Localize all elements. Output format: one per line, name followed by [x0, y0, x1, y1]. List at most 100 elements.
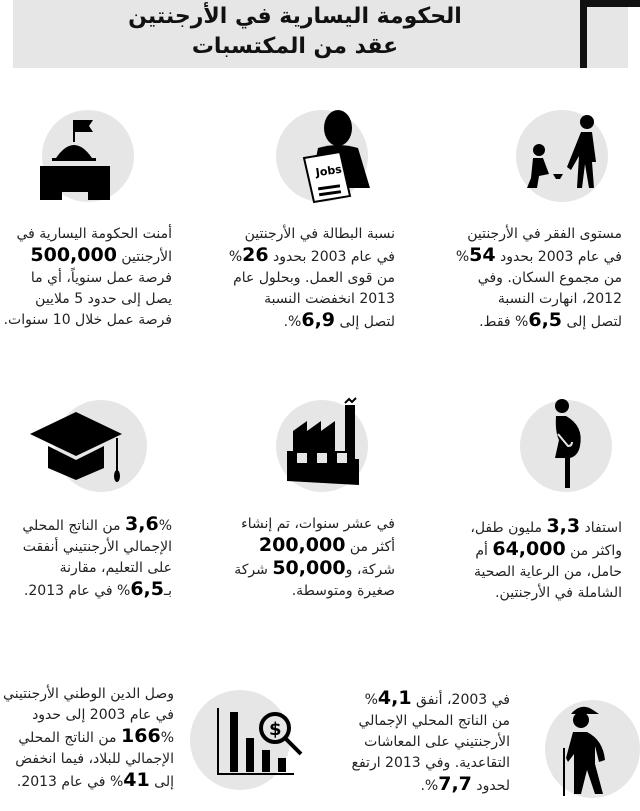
text-line: في 2003، أنفق 4,1%	[360, 688, 510, 711]
highlight-number: 41	[123, 769, 150, 791]
text-line: استفاد 3,3 مليون طفل،	[470, 516, 622, 539]
text-line: في عام 2003 بحدود 26%	[229, 244, 395, 268]
text-segment: واكثر من	[565, 543, 622, 559]
text-segment: مليون طفل،	[470, 520, 547, 536]
healthcare-text: استفاد 3,3 مليون طفل، واكثر من 64,000 أم ح…	[470, 516, 622, 604]
text-segment: لتصل إلى	[335, 314, 395, 330]
text-segment: أم	[475, 543, 493, 559]
text-segment: في عام 2003 إلى حدود	[32, 707, 174, 723]
header-banner	[13, 0, 628, 68]
text-segment: في 2003، أنفق	[411, 692, 510, 708]
text-line: من مجموع السكان. وفي	[472, 268, 622, 289]
unemployment-text: نسبة البطالة في الأرجنتين في عام 2003 بحد…	[229, 224, 395, 333]
text-line: في عشر سنوات، تم إنشاء	[241, 514, 395, 535]
text-segment: % من الناتج المحلي	[22, 518, 172, 534]
highlight-number: 6,5	[528, 309, 563, 331]
highlight-number: 64,000	[492, 538, 566, 560]
text-line: أمنت الحكومة اليسارية في	[12, 224, 172, 245]
text-segment: % من الناتج المحلي	[18, 730, 174, 746]
text-line: الشاملة في الأرجنتين.	[472, 583, 622, 604]
text-line: على التعليم، مقارنة	[12, 558, 172, 579]
text-segment: % فقط.	[479, 314, 529, 330]
highlight-number: 200,000	[258, 534, 346, 556]
government-building-icon	[40, 120, 110, 200]
poverty-text: مستوى الفقر في الأرجنتين في عام 2003 بحدو…	[456, 224, 622, 333]
svg-text:$: $	[269, 719, 282, 740]
text-segment: الأرجنتيني على المعاشات	[364, 734, 510, 750]
text-segment: 2013 انخفضت النسبة	[264, 291, 395, 307]
highlight-number: 500,000	[30, 244, 117, 266]
text-line: التقاعدية. وفي 2013 ارتفع	[352, 753, 510, 774]
text-segment: %	[455, 249, 470, 265]
text-line: حامل، من الرعاية الصحية	[472, 562, 622, 583]
text-line: بـ6,5% في عام 2013.	[12, 579, 172, 602]
text-segment: فرصة عمل خلال 10 سنوات.	[3, 312, 172, 328]
text-segment: في عشر سنوات، تم إنشاء	[241, 516, 395, 532]
text-line: لتصل إلى 6,9%.	[245, 310, 395, 333]
text-line: أكثر من 200,000	[245, 535, 395, 558]
text-segment: % في عام 2013.	[23, 583, 131, 599]
text-line: الأرجنتين 500,000	[12, 245, 172, 268]
text-segment: 2012، انهارت النسبة	[497, 291, 622, 307]
text-segment: من الناتج المحلي الإجمالي	[358, 713, 511, 729]
text-segment: حامل، من الرعاية الصحية	[473, 564, 622, 580]
text-line: واكثر من 64,000 أم	[472, 539, 622, 562]
text-segment: صغيرة ومتوسطة.	[291, 583, 395, 599]
companies-text: في عشر سنوات، تم إنشاء أكثر من 200,000 شرك…	[234, 514, 395, 602]
text-line: 166% من الناتج المحلي	[4, 726, 174, 749]
text-segment: استفاد	[580, 520, 622, 536]
text-line: إلى 41% في عام 2013.	[4, 770, 174, 793]
page-subtitle: عقد من المكتسبات	[191, 34, 399, 59]
text-line: 2012، انهارت النسبة	[472, 289, 622, 310]
text-line: من قوى العمل. وبحلول عام	[233, 268, 395, 289]
highlight-number: 166	[121, 725, 161, 747]
text-line: صغيرة ومتوسطة.	[245, 581, 395, 602]
text-line: فرصة عمل سنوياً، أي ما	[12, 268, 172, 289]
text-line: لتصل إلى 6,5% فقط.	[472, 310, 622, 333]
jobs-created-text: أمنت الحكومة اليسارية في الأرجنتين 500,00…	[4, 224, 172, 331]
text-segment: أكثر من	[345, 539, 395, 555]
text-segment: شركة، و	[345, 562, 395, 578]
text-segment: لتصل إلى	[562, 314, 622, 330]
text-segment: فرصة عمل سنوياً، أي ما	[30, 270, 172, 286]
text-segment: الأرجنتين	[116, 249, 172, 265]
jobs-newspaper-icon: Jobs	[302, 110, 370, 204]
text-line: يصل إلى حدود 5 ملايين	[12, 289, 172, 310]
text-segment: من قوى العمل. وبحلول عام	[233, 270, 395, 286]
text-segment: الإجمالي للبلاد، فيما انخفض	[15, 751, 174, 767]
text-segment: لحدود	[471, 778, 510, 794]
text-segment: نسبة البطالة في الأرجنتين	[244, 226, 395, 242]
debt-text: وصل الدين الوطني الأرجنتيني في عام 2003 إ…	[3, 684, 174, 793]
text-line: وصل الدين الوطني الأرجنتيني	[3, 684, 174, 705]
text-line: نسبة البطالة في الأرجنتين	[245, 224, 395, 245]
highlight-number: 6,9	[301, 309, 336, 331]
text-line: شركة، و50,000 شركة	[234, 557, 395, 581]
poverty-icon	[527, 115, 596, 188]
text-segment: إلى	[149, 774, 174, 790]
text-segment: أمنت الحكومة اليسارية في	[16, 226, 172, 242]
text-segment: %.	[283, 314, 302, 330]
text-segment: وصل الدين الوطني الأرجنتيني	[3, 686, 174, 702]
page-title: الحكومة اليسارية في الأرجنتين	[128, 4, 462, 29]
education-text: 3,6% من الناتج المحلي الإجمالي الأرجنتيني…	[12, 514, 172, 602]
text-segment: في عام 2003 بحدود	[495, 249, 622, 265]
text-line: 2013 انخفضت النسبة	[245, 289, 395, 310]
text-segment: مستوى الفقر في الأرجنتين	[467, 226, 622, 242]
text-segment: في عام 2003 بحدود	[268, 249, 395, 265]
text-segment: يصل إلى حدود 5 ملايين	[35, 291, 172, 307]
highlight-number: 26	[242, 244, 269, 266]
text-segment: التقاعدية. وفي 2013 ارتفع	[351, 755, 510, 771]
graduation-cap-icon	[30, 412, 122, 482]
debt-chart-icon: $	[217, 708, 303, 775]
text-line: الإجمالي للبلاد، فيما انخفض	[4, 749, 174, 770]
text-segment: %	[364, 692, 378, 708]
text-line: الإجمالي الأرجنتيني أنفقت	[12, 537, 172, 558]
highlight-number: 6,5	[130, 578, 164, 600]
text-segment: الإجمالي الأرجنتيني أنفقت	[22, 539, 172, 555]
text-line: مستوى الفقر في الأرجنتين	[467, 224, 622, 245]
text-segment: بـ	[164, 583, 172, 599]
text-segment: على التعليم، مقارنة	[59, 560, 172, 576]
text-segment: الشاملة في الأرجنتين.	[495, 585, 622, 601]
factory-icon	[287, 397, 359, 485]
highlight-number: 50,000	[272, 557, 346, 579]
